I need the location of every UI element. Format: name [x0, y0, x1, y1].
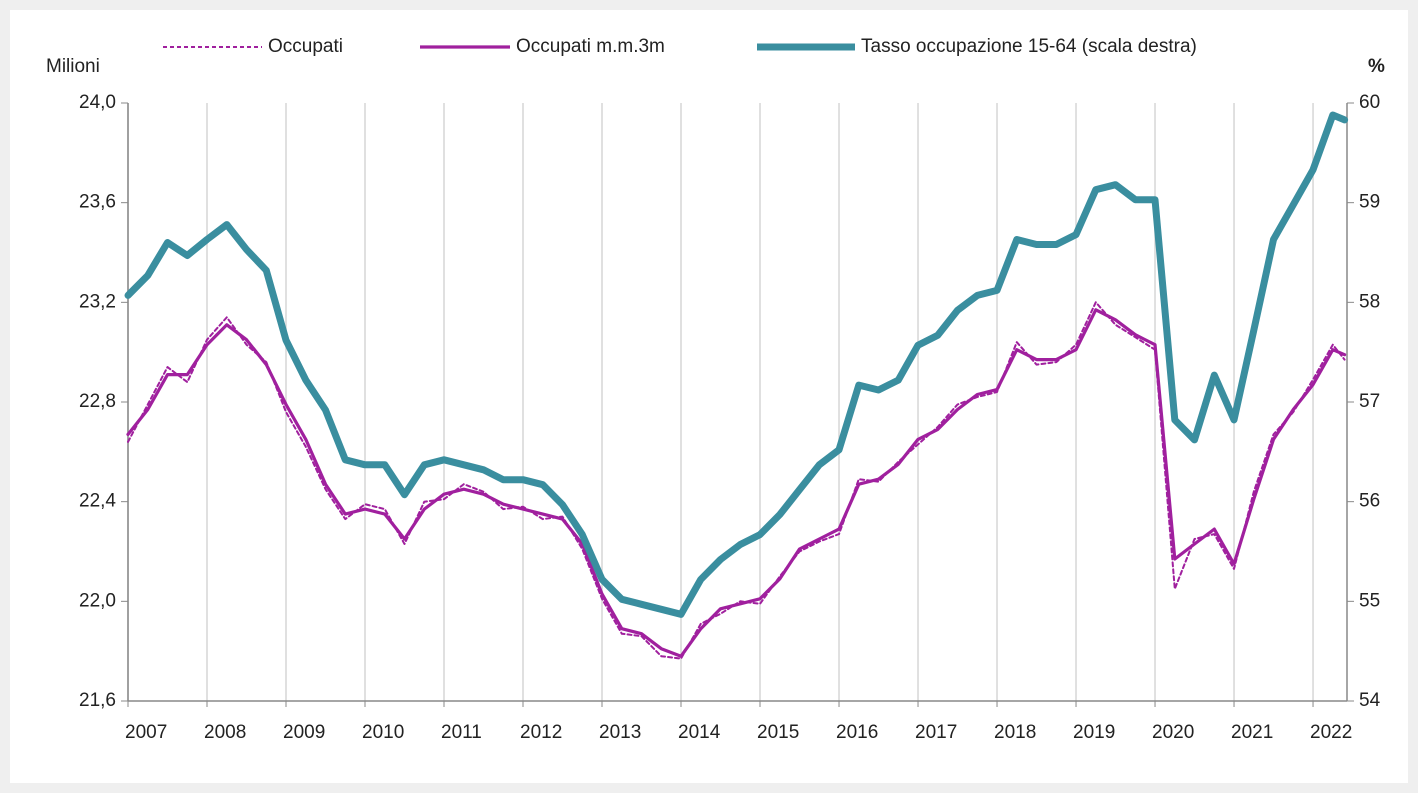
y-axis-label: Milioni	[46, 56, 100, 77]
x-tick-label: 2010	[362, 722, 404, 743]
y-tick-label: 22,4	[79, 491, 116, 512]
x-tick-label: 2016	[836, 722, 878, 743]
x-tick-label: 2017	[915, 722, 957, 743]
x-tick-label: 2009	[283, 722, 325, 743]
chart-panel	[10, 10, 1408, 783]
y2-tick-label: 56	[1359, 491, 1380, 512]
legend-label: Occupati	[268, 36, 343, 57]
x-tick-label: 2014	[678, 722, 721, 743]
x-tick-label: 2022	[1310, 722, 1352, 743]
y2-tick-label: 55	[1359, 590, 1380, 611]
y-tick-label: 22,8	[79, 391, 116, 412]
x-tick-label: 2020	[1152, 722, 1194, 743]
y-tick-label: 21,6	[79, 690, 116, 711]
x-tick-label: 2015	[757, 722, 799, 743]
y2-tick-label: 60	[1359, 92, 1380, 113]
y-tick-label: 22,0	[79, 590, 116, 611]
legend-label: Occupati m.m.3m	[516, 36, 665, 57]
y2-tick-label: 58	[1359, 291, 1380, 312]
y-tick-label: 23,6	[79, 192, 116, 213]
series-line	[124, 111, 1349, 618]
x-tick-label: 2018	[994, 722, 1036, 743]
series-line	[126, 308, 1347, 658]
x-tick-label: 2011	[441, 722, 482, 743]
legend-label: Tasso occupazione 15-64 (scala destra)	[861, 36, 1197, 57]
y-tick-label: 24,0	[79, 92, 116, 113]
y-tick-label: 23,2	[79, 291, 116, 312]
x-tick-label: 2021	[1231, 722, 1273, 743]
x-tick-label: 2008	[204, 722, 246, 743]
series-line	[127, 301, 1346, 660]
y2-tick-label: 57	[1359, 391, 1380, 412]
x-tick-label: 2012	[520, 722, 562, 743]
y2-axis-label: %	[1368, 56, 1385, 77]
x-tick-label: 2007	[125, 722, 167, 743]
x-tick-label: 2019	[1073, 722, 1115, 743]
y2-tick-label: 59	[1359, 192, 1380, 213]
x-tick-label: 2013	[599, 722, 641, 743]
y2-tick-label: 54	[1359, 690, 1381, 711]
